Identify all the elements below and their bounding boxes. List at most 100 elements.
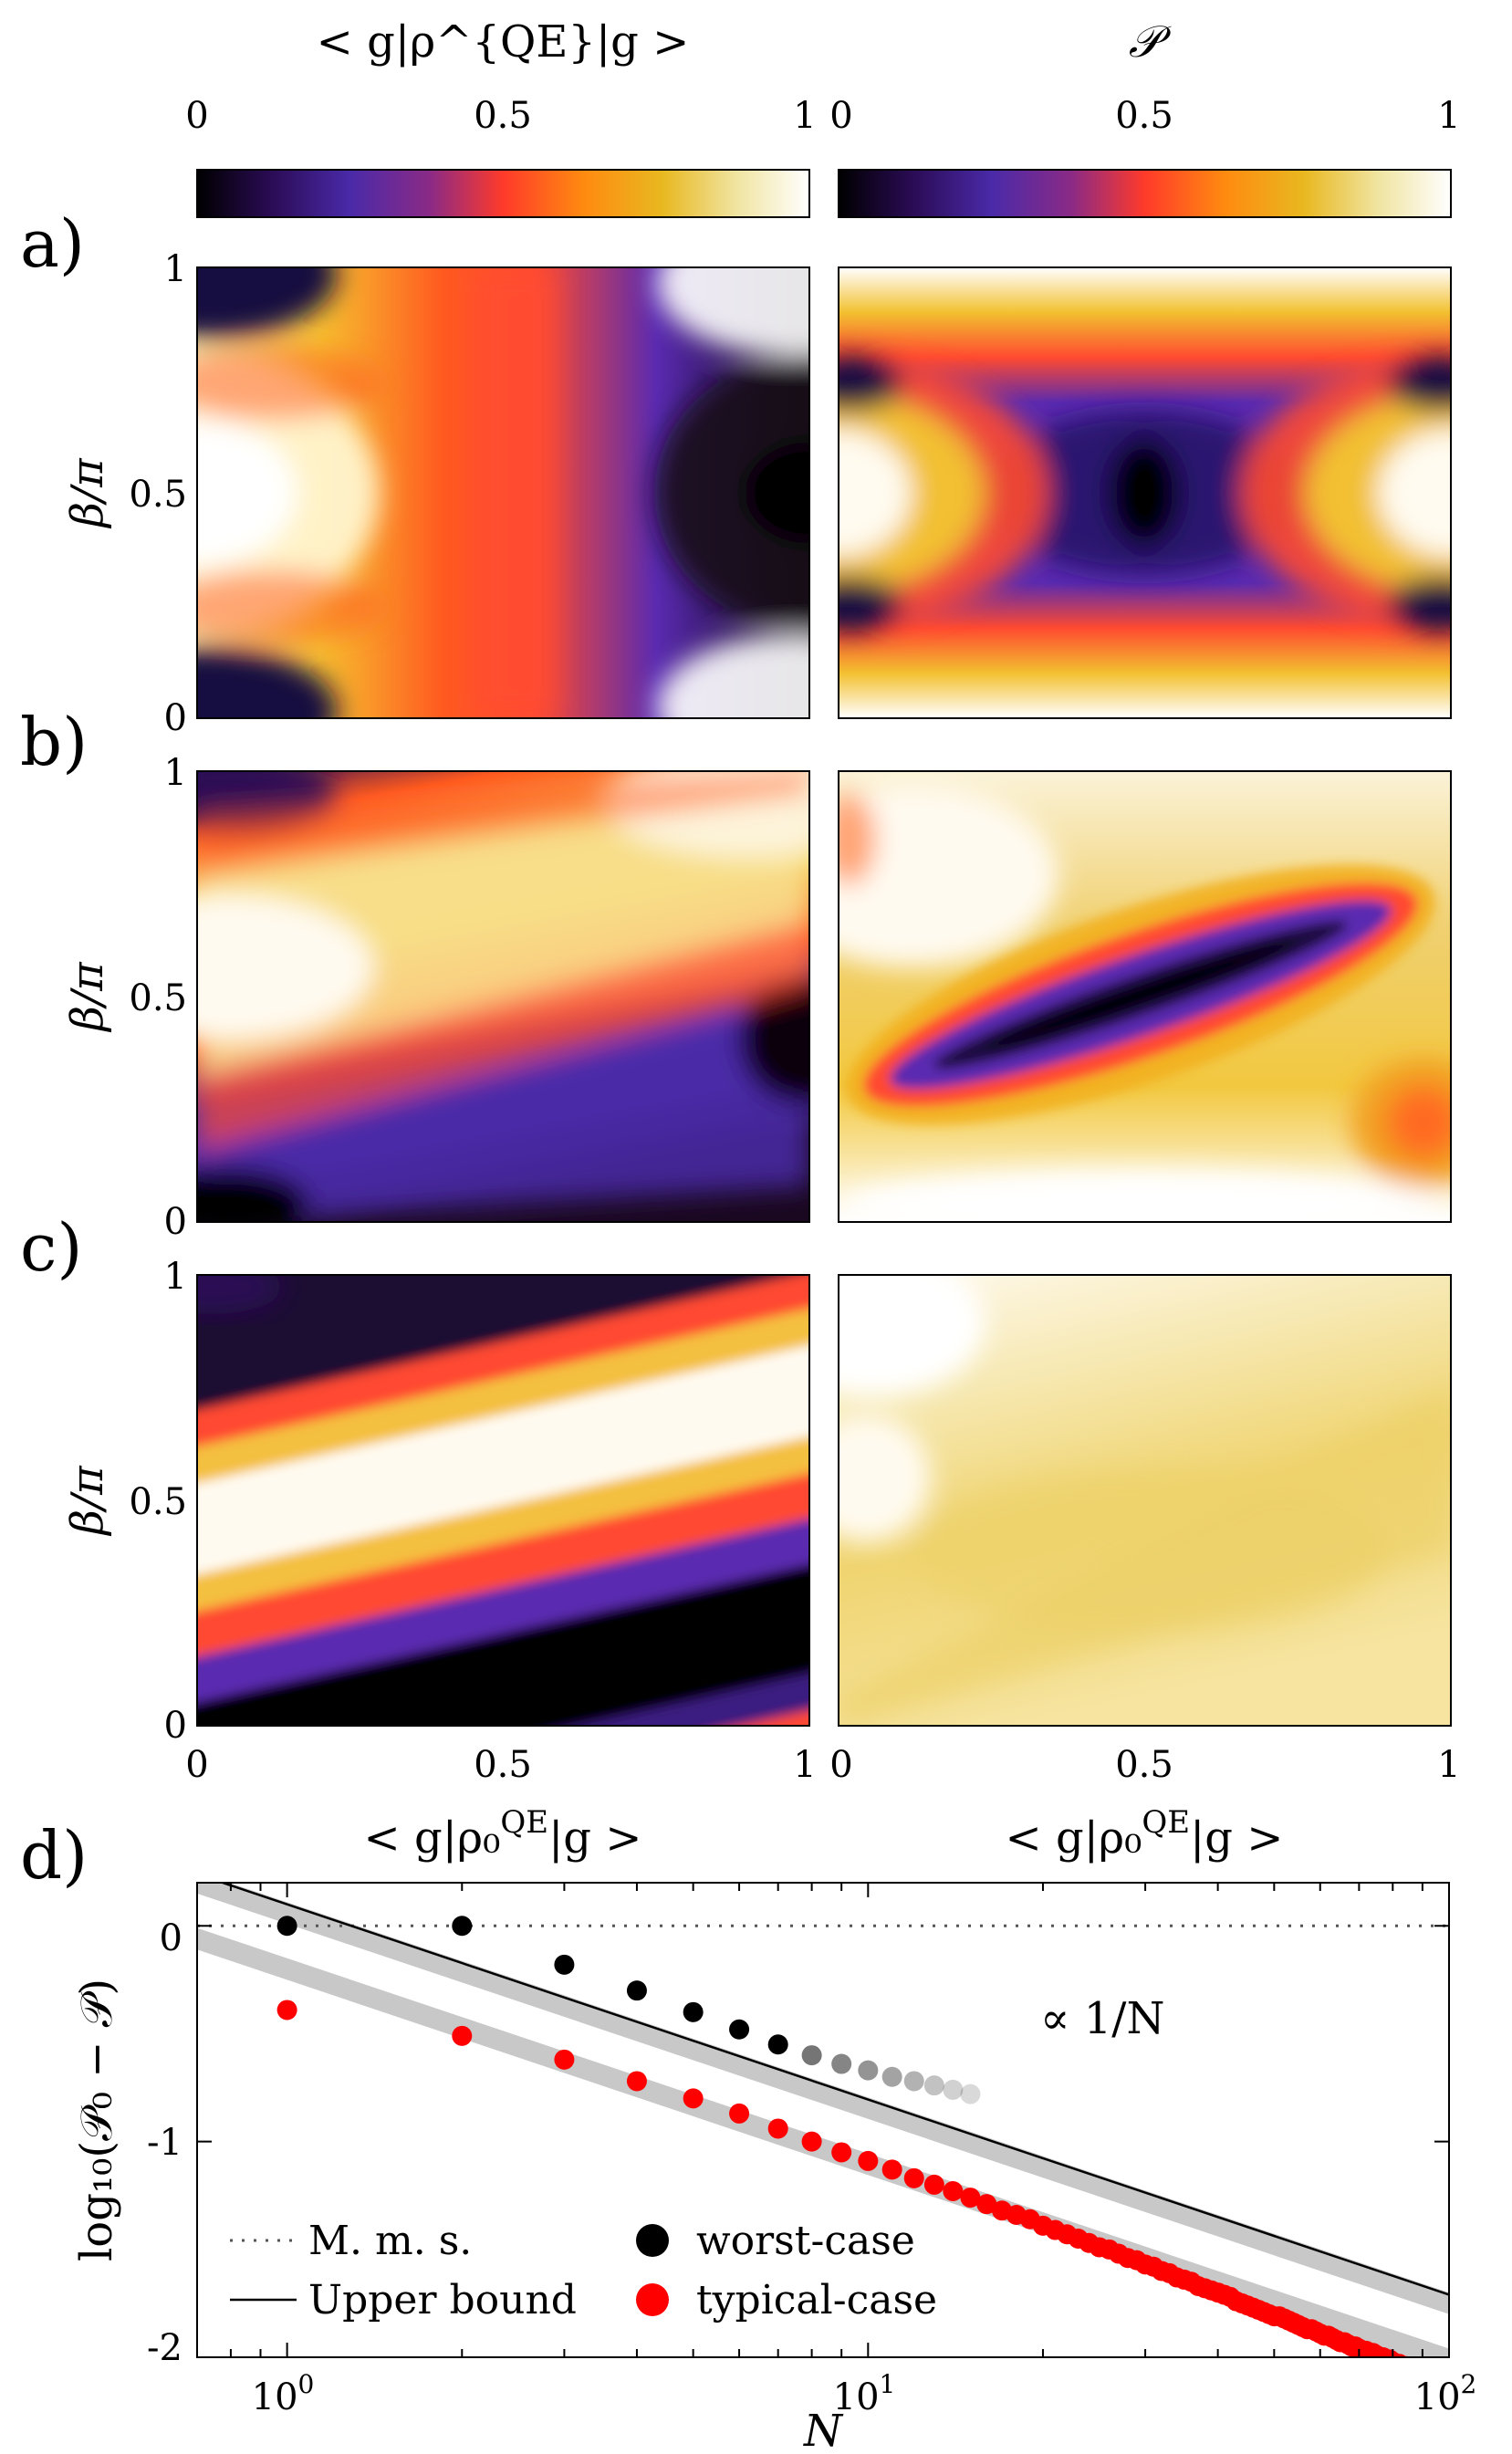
ylabel-b: β/π — [62, 961, 113, 1033]
xlabel-left: < g|ρ₀QE|g > — [364, 1804, 642, 1864]
xlabel-d: N — [803, 2406, 844, 2454]
colorbar-title-left: < g|ρ^{QE}|g > — [317, 16, 690, 68]
typical-point — [903, 2167, 924, 2188]
panel-letter-c: c) — [20, 1209, 82, 1286]
ytick-c-1: 1 — [164, 1256, 187, 1298]
heatmap-c-left — [197, 1275, 809, 1726]
heatmap-a-right — [839, 267, 1451, 718]
ylabel-c: β/π — [62, 1465, 113, 1537]
worst-point — [554, 1954, 575, 1975]
ytick-c-0: 0 — [164, 1705, 187, 1747]
worst-point — [943, 2079, 964, 2100]
ytick-b-0: 0 — [164, 1201, 187, 1243]
band-worst — [197, 1883, 1449, 2314]
worst-point — [903, 2071, 924, 2092]
xtick-right-0: 0 — [829, 1744, 852, 1786]
plot-d — [197, 1883, 1449, 2357]
ticks-d — [196, 1883, 1449, 2358]
xtick-right-05: 0.5 — [1115, 1744, 1173, 1786]
colorbar-right — [838, 169, 1452, 218]
worst-point — [767, 2034, 788, 2055]
panel-letter-a: a) — [20, 205, 85, 282]
axes-a-right — [838, 266, 1452, 719]
worst-point — [276, 1916, 297, 1937]
colorbar-title-right: 𝒫 — [1129, 16, 1172, 68]
typical-point — [801, 2131, 822, 2152]
colorbar-right-tick-05: 0.5 — [1115, 95, 1173, 137]
typical-point — [858, 2150, 879, 2171]
worst-point — [626, 1980, 647, 2001]
axes-b-left — [196, 770, 810, 1223]
axes-d — [196, 1882, 1450, 2358]
ylabel-a: β/π — [62, 457, 113, 529]
typical-point — [943, 2181, 964, 2201]
axes-c-right — [838, 1274, 1452, 1727]
typical-point — [1396, 2355, 1408, 2357]
typical-point — [960, 2188, 981, 2209]
xtick-d-10e2: 102 — [1414, 2369, 1477, 2418]
colorbar-left — [196, 169, 810, 218]
xtick-left-1: 1 — [793, 1744, 816, 1786]
worst-point — [960, 2083, 981, 2104]
ytick-a-0: 0 — [164, 697, 187, 739]
worst-point — [858, 2060, 879, 2081]
ytick-c-05: 0.5 — [129, 1481, 187, 1523]
ylabel-d: log₁₀(𝒫₀ − 𝒫) — [71, 1979, 122, 2261]
worst-point — [923, 2075, 944, 2096]
axes-c-left — [196, 1274, 810, 1727]
line-upper-bound — [219, 1883, 1449, 2296]
axes-b-right — [838, 770, 1452, 1223]
colorbar-right-tick-1: 1 — [1437, 95, 1460, 137]
ytick-a-05: 0.5 — [129, 474, 187, 516]
typical-point — [554, 2049, 575, 2070]
legend-mms-label: M. m. s. — [308, 2218, 472, 2264]
colorbar-right-tick-0: 0 — [829, 95, 852, 137]
xlabel-right: < g|ρ₀QE|g > — [1006, 1804, 1284, 1864]
xticks-heatmaps: 0 0.5 1 0 0.5 1 — [185, 1744, 1460, 1786]
ytick-b-05: 0.5 — [129, 977, 187, 1019]
worst-point — [683, 2001, 704, 2022]
xtick-left-0: 0 — [185, 1744, 208, 1786]
typical-point — [831, 2142, 852, 2163]
legend-upper-label: Upper bound — [308, 2277, 577, 2323]
ytick-a-1: 1 — [164, 248, 187, 290]
typical-point — [452, 2025, 473, 2046]
xtick-d-10e0: 100 — [252, 2369, 315, 2418]
xtick-right-1: 1 — [1437, 1744, 1460, 1786]
series-worst-case — [276, 1916, 981, 2104]
worst-point — [881, 2066, 902, 2087]
heatmap-b-left — [197, 771, 809, 1222]
legend-d: M. m. s. Upper bound worst-case typical-… — [230, 2218, 937, 2323]
worst-point — [729, 2019, 750, 2040]
legend-worst-label: worst-case — [696, 2218, 915, 2264]
heatmap-c-right — [839, 1275, 1451, 1726]
typical-point — [729, 2103, 750, 2124]
axes-a-left — [196, 266, 810, 719]
worst-point — [801, 2045, 822, 2066]
band-typical — [197, 1927, 1449, 2357]
typical-point — [923, 2174, 944, 2195]
legend-typical-label: typical-case — [696, 2277, 937, 2323]
colorbar-left-tick-0: 0 — [185, 95, 208, 137]
panel-letter-d: d) — [20, 1817, 88, 1894]
worst-point — [452, 1916, 473, 1937]
heatmap-b-right — [839, 771, 1451, 1222]
ytick-d-minus2: -2 — [147, 2327, 182, 2369]
panel-letter-b: b) — [20, 704, 88, 780]
colorbar-left-tick-05: 0.5 — [474, 95, 532, 137]
worst-point — [831, 2053, 852, 2074]
heatmap-a-left — [197, 267, 809, 718]
typical-point — [276, 2000, 297, 2021]
ytick-b-1: 1 — [164, 752, 187, 794]
ytick-d-0: 0 — [160, 1917, 182, 1959]
annotation-inverse-n: ∝ 1/N — [1040, 1993, 1164, 2044]
series-typical-case — [276, 2000, 1411, 2357]
colorbar-left-tick-1: 1 — [793, 95, 816, 137]
typical-point — [976, 2194, 997, 2215]
legend-typical-swatch — [636, 2283, 669, 2316]
typical-point — [767, 2118, 788, 2139]
typical-point — [1400, 2355, 1411, 2357]
uncertainty-bands — [197, 1883, 1449, 2357]
legend-worst-swatch — [636, 2224, 669, 2257]
